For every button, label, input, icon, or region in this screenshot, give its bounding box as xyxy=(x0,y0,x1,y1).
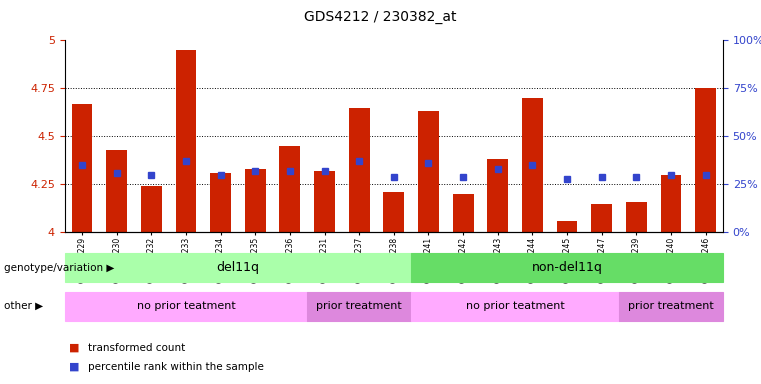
Bar xyxy=(314,171,335,232)
Bar xyxy=(661,175,681,232)
Bar xyxy=(176,50,196,232)
Bar xyxy=(591,204,612,232)
Bar xyxy=(487,159,508,232)
Bar xyxy=(418,111,439,232)
Text: other ▶: other ▶ xyxy=(4,301,43,311)
Text: ■: ■ xyxy=(68,343,79,353)
Text: ■: ■ xyxy=(68,362,79,372)
Bar xyxy=(107,150,127,232)
Text: genotype/variation ▶: genotype/variation ▶ xyxy=(4,263,114,273)
Bar xyxy=(72,104,92,232)
Bar xyxy=(696,88,716,232)
Text: prior treatment: prior treatment xyxy=(628,301,714,311)
Text: percentile rank within the sample: percentile rank within the sample xyxy=(88,362,263,372)
Text: GDS4212 / 230382_at: GDS4212 / 230382_at xyxy=(304,10,457,23)
Bar xyxy=(453,194,473,232)
Bar xyxy=(522,98,543,232)
Text: non-del11q: non-del11q xyxy=(532,262,603,274)
Bar xyxy=(245,169,266,232)
Bar xyxy=(210,173,231,232)
Text: del11q: del11q xyxy=(216,262,260,274)
Text: transformed count: transformed count xyxy=(88,343,185,353)
Text: prior treatment: prior treatment xyxy=(317,301,402,311)
Bar xyxy=(626,202,647,232)
Text: no prior teatment: no prior teatment xyxy=(466,301,565,311)
Text: no prior teatment: no prior teatment xyxy=(136,301,235,311)
Bar xyxy=(349,108,370,232)
Bar xyxy=(141,186,161,232)
Bar xyxy=(384,192,404,232)
Bar xyxy=(279,146,301,232)
Bar xyxy=(556,221,578,232)
